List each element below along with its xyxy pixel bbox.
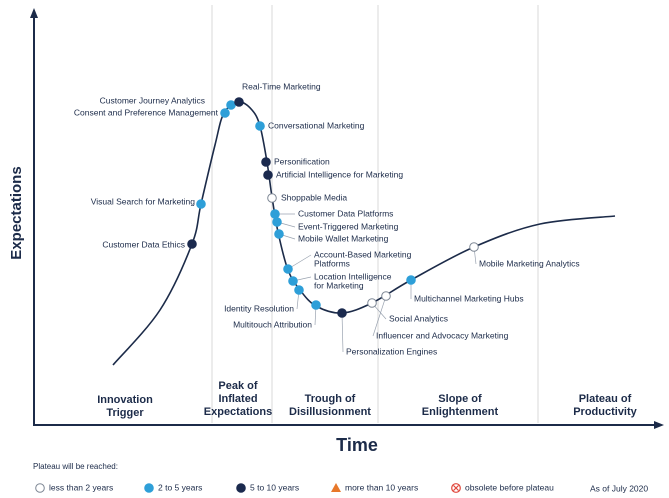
- legend-marker: [236, 483, 246, 493]
- phase-label: Trough of: [305, 393, 356, 405]
- legend-marker-cross: [453, 485, 459, 491]
- x-axis-arrow: [654, 421, 664, 429]
- phase-label: Enlightenment: [422, 406, 499, 418]
- technology-node: [337, 308, 347, 318]
- phase-label: Inflated: [218, 393, 257, 405]
- legend-label: more than 10 years: [345, 482, 418, 492]
- technology-node: [255, 121, 265, 131]
- technology-label: Mobile Marketing Analytics: [479, 258, 580, 268]
- technology-node: [187, 239, 197, 249]
- technology-label: Platforms: [314, 258, 350, 268]
- technology-node: [234, 97, 244, 107]
- technology-node: [220, 108, 230, 118]
- technology-label: Visual Search for Marketing: [91, 196, 196, 206]
- technology-node: [283, 264, 293, 274]
- leader-line: [372, 295, 387, 337]
- technology-node: [274, 229, 284, 239]
- technology-node: [294, 285, 304, 295]
- phase-label: Innovation: [97, 394, 153, 406]
- technology-label: Real-Time Marketing: [242, 81, 321, 91]
- technology-label: Multichannel Marketing Hubs: [414, 293, 524, 303]
- legend-marker: [35, 483, 45, 493]
- technology-label: Conversational Marketing: [268, 120, 365, 130]
- legend-marker: [331, 483, 341, 492]
- technology-label: Customer Journey Analytics: [100, 95, 205, 105]
- technology-node: [288, 276, 298, 286]
- technology-node: [226, 100, 236, 110]
- technology-label: Customer Data Ethics: [102, 239, 185, 249]
- technology-node: [270, 209, 280, 219]
- technology-label: Customer Data Platforms: [298, 208, 393, 218]
- technology-node: [196, 199, 206, 209]
- technology-label: Social Analytics: [389, 313, 448, 323]
- technology-node: [263, 170, 273, 180]
- technology-label: Mobile Wallet Marketing: [298, 233, 389, 243]
- legend-label: obsolete before plateau: [465, 482, 554, 492]
- technology-label: Consent and Preference Management: [74, 107, 219, 117]
- technology-label: Personification: [274, 156, 330, 166]
- legend-label: 5 to 10 years: [250, 482, 299, 492]
- technology-label: Personalization Engines: [346, 346, 437, 356]
- technology-node: [272, 217, 282, 227]
- legend-label: less than 2 years: [49, 482, 113, 492]
- phase-label: Trigger: [106, 407, 144, 419]
- technology-node: [267, 193, 277, 203]
- technology-label: Location Intelligence: [314, 271, 392, 281]
- y-axis-label: Expectations: [8, 166, 25, 259]
- as-of: As of July 2020: [590, 483, 648, 493]
- phase-label: Expectations: [204, 406, 272, 418]
- technology-label: Artificial Intelligence for Marketing: [276, 169, 403, 179]
- technology-node: [406, 275, 416, 285]
- x-axis-label: Time: [336, 435, 378, 455]
- technology-node: [367, 298, 377, 308]
- phase-label: Disillusionment: [289, 406, 371, 418]
- y-axis-arrow: [30, 8, 38, 18]
- technology-node: [261, 157, 271, 167]
- technology-label: Identity Resolution: [224, 303, 294, 313]
- technology-label: Multitouch Attribution: [233, 319, 312, 329]
- legend-marker: [144, 483, 154, 493]
- technology-label: Event-Triggered Marketing: [298, 221, 399, 231]
- technology-label: Influencer and Advocacy Marketing: [376, 330, 509, 340]
- technology-label: Shoppable Media: [281, 192, 347, 202]
- legend-label: 2 to 5 years: [158, 482, 202, 492]
- phase-label: Plateau of: [579, 393, 632, 405]
- phase-label: Productivity: [573, 406, 637, 418]
- technology-label: for Marketing: [314, 280, 364, 290]
- technology-node: [469, 242, 479, 252]
- phase-label: Peak of: [218, 380, 257, 392]
- technology-label: Account-Based Marketing: [314, 249, 412, 259]
- leader-line: [341, 312, 344, 353]
- legend-title: Plateau will be reached:: [33, 462, 118, 471]
- phase-label: Slope of: [438, 393, 482, 405]
- technology-node: [311, 300, 321, 310]
- technology-node: [381, 291, 391, 301]
